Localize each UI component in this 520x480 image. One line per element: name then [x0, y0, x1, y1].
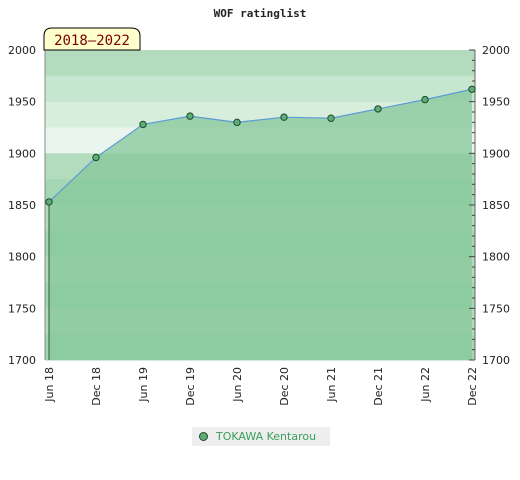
data-point[interactable]	[327, 114, 335, 122]
data-point[interactable]	[186, 112, 194, 120]
x-tick-label: Jun 18	[43, 367, 56, 403]
y-tick-label-right: 1950	[482, 96, 510, 109]
rating-area	[48, 88, 473, 361]
legend-marker-icon	[199, 432, 208, 441]
y-tick-label-left: 1800	[8, 251, 36, 264]
x-tick-label: Jun 19	[137, 367, 150, 403]
data-point[interactable]	[139, 120, 147, 129]
x-tick-label: Dec 20	[278, 367, 291, 406]
year-range-label: 2018–2022	[54, 33, 130, 49]
data-point[interactable]	[374, 105, 382, 113]
y-tick-label-right: 1900	[482, 147, 510, 160]
y-tick-label-right: 2000	[482, 44, 510, 57]
data-point[interactable]	[45, 198, 53, 206]
data-point[interactable]	[233, 118, 241, 127]
background-band	[45, 50, 475, 77]
y-tick-label-left: 1950	[8, 96, 36, 109]
data-point[interactable]	[92, 153, 100, 162]
rating-area-fill	[49, 89, 472, 361]
y-tick-label-left: 1900	[8, 147, 36, 160]
y-tick-label-right: 1700	[482, 354, 510, 367]
y-tick-label-left: 1750	[8, 302, 36, 315]
legend-series-label: TOKAWA Kentarou	[216, 430, 317, 443]
year-range-badge: 2018–2022	[43, 27, 141, 51]
series-line	[48, 88, 473, 203]
y-tick-label-left: 1850	[8, 199, 36, 212]
y-tick-label-left: 2000	[8, 44, 36, 57]
data-point[interactable]	[468, 85, 476, 93]
data-point[interactable]	[280, 113, 288, 121]
y-tick-label-right: 1850	[482, 199, 510, 212]
x-tick-label: Dec 21	[372, 367, 385, 406]
x-tick-label: Jun 22	[419, 367, 432, 403]
legend: TOKAWA Kentarou	[192, 427, 330, 446]
x-tick-label: Dec 19	[184, 367, 197, 406]
x-tick-label: Dec 18	[90, 367, 103, 406]
data-points[interactable]	[45, 85, 476, 206]
x-tick-label: Dec 22	[466, 367, 479, 406]
axes: 1700 1700 1750 1750 1800 1800 1850 1850 1900 1900…	[8, 44, 510, 406]
x-tick-label: Jun 20	[231, 367, 244, 403]
background-band	[45, 75, 475, 103]
x-tick-label: Jun 21	[325, 367, 338, 403]
data-point[interactable]	[421, 95, 429, 104]
y-tick-label-right: 1750	[482, 302, 510, 315]
y-tick-label-left: 1700	[8, 354, 36, 367]
chart-title: WOF ratinglist	[214, 7, 307, 20]
y-tick-label-right: 1800	[482, 251, 510, 264]
